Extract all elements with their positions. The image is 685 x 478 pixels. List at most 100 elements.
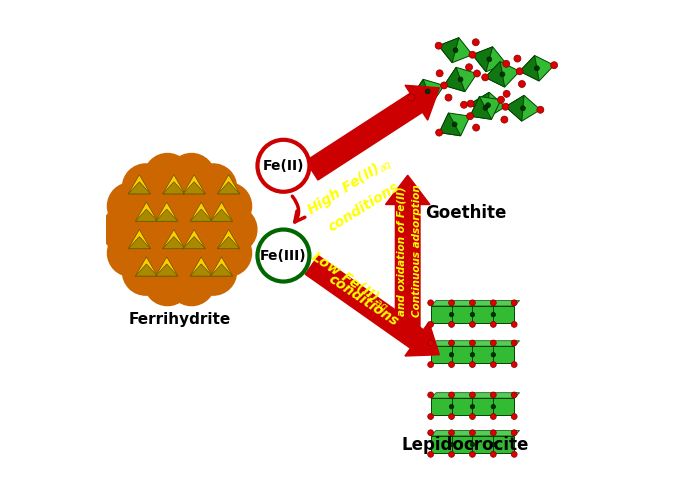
Circle shape <box>490 451 496 457</box>
Circle shape <box>467 100 474 107</box>
Circle shape <box>258 229 310 282</box>
Circle shape <box>449 353 453 357</box>
Text: conditions: conditions <box>325 179 402 234</box>
Circle shape <box>490 430 496 435</box>
Text: Ferrihydrite: Ferrihydrite <box>128 312 231 327</box>
Circle shape <box>470 442 475 447</box>
Text: High Fe(II)$_{aq}$: High Fe(II)$_{aq}$ <box>303 153 396 221</box>
FancyArrow shape <box>386 175 430 329</box>
Polygon shape <box>431 431 520 436</box>
Polygon shape <box>190 257 212 276</box>
Polygon shape <box>136 209 158 221</box>
Polygon shape <box>431 398 514 415</box>
Circle shape <box>501 116 508 123</box>
Circle shape <box>472 39 480 46</box>
Circle shape <box>452 122 457 127</box>
Circle shape <box>108 183 154 229</box>
Circle shape <box>469 451 475 457</box>
Circle shape <box>458 77 463 82</box>
Circle shape <box>144 153 191 200</box>
Circle shape <box>497 96 504 103</box>
Circle shape <box>490 392 496 398</box>
Circle shape <box>466 64 473 71</box>
Polygon shape <box>470 97 501 120</box>
Polygon shape <box>439 113 461 136</box>
Circle shape <box>469 340 475 346</box>
Polygon shape <box>128 175 151 194</box>
Circle shape <box>190 249 236 295</box>
Polygon shape <box>431 341 520 346</box>
Polygon shape <box>431 436 514 453</box>
Polygon shape <box>520 55 554 81</box>
Circle shape <box>449 340 454 346</box>
Circle shape <box>486 103 490 108</box>
Circle shape <box>551 62 558 69</box>
Polygon shape <box>471 92 489 118</box>
Circle shape <box>449 392 454 398</box>
Polygon shape <box>506 96 524 121</box>
Circle shape <box>469 322 475 327</box>
Circle shape <box>169 259 215 305</box>
Circle shape <box>449 404 453 409</box>
Circle shape <box>490 340 496 346</box>
Polygon shape <box>218 182 240 194</box>
FancyArrowPatch shape <box>292 196 305 222</box>
Circle shape <box>473 124 480 131</box>
Circle shape <box>427 430 434 435</box>
Circle shape <box>490 322 496 327</box>
Circle shape <box>449 442 453 447</box>
Polygon shape <box>431 301 520 306</box>
Circle shape <box>436 70 443 77</box>
Circle shape <box>205 229 251 276</box>
Polygon shape <box>155 202 178 221</box>
Polygon shape <box>506 96 540 121</box>
Circle shape <box>516 68 523 75</box>
Polygon shape <box>210 209 233 221</box>
Circle shape <box>491 404 495 409</box>
Circle shape <box>469 392 475 398</box>
Circle shape <box>511 392 517 398</box>
Polygon shape <box>183 237 206 249</box>
Circle shape <box>482 74 488 81</box>
Circle shape <box>473 70 480 77</box>
Circle shape <box>511 300 517 306</box>
Polygon shape <box>163 175 185 194</box>
Circle shape <box>491 442 495 447</box>
Circle shape <box>123 164 169 211</box>
Circle shape <box>511 322 517 327</box>
Polygon shape <box>438 38 459 63</box>
Circle shape <box>449 430 454 435</box>
Polygon shape <box>439 113 470 136</box>
Polygon shape <box>183 182 206 194</box>
Polygon shape <box>128 229 151 249</box>
Circle shape <box>519 80 525 87</box>
Polygon shape <box>155 209 178 221</box>
Polygon shape <box>128 182 151 194</box>
Polygon shape <box>183 175 206 194</box>
Circle shape <box>469 362 475 368</box>
Text: Low Fe(II)$_{aq}$: Low Fe(II)$_{aq}$ <box>306 248 393 315</box>
Polygon shape <box>210 264 233 276</box>
Circle shape <box>470 353 475 357</box>
Circle shape <box>511 362 517 368</box>
Circle shape <box>490 413 496 420</box>
Polygon shape <box>431 346 514 363</box>
Circle shape <box>469 413 475 420</box>
Circle shape <box>258 140 310 192</box>
Circle shape <box>511 430 517 435</box>
Circle shape <box>445 94 452 101</box>
Circle shape <box>115 165 244 294</box>
Circle shape <box>427 451 434 457</box>
Circle shape <box>108 229 154 276</box>
Polygon shape <box>163 229 185 249</box>
Circle shape <box>144 259 191 305</box>
Circle shape <box>466 113 473 120</box>
Polygon shape <box>190 264 212 276</box>
Circle shape <box>470 404 475 409</box>
Circle shape <box>511 451 517 457</box>
Circle shape <box>490 300 496 306</box>
Polygon shape <box>136 264 158 276</box>
Circle shape <box>503 90 510 98</box>
Polygon shape <box>444 67 465 92</box>
Polygon shape <box>210 202 233 221</box>
